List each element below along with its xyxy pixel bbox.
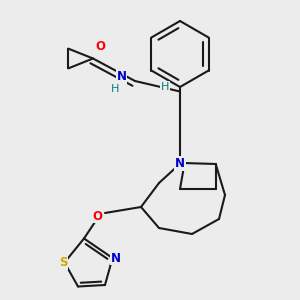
Text: N: N (110, 251, 121, 265)
Text: O: O (95, 40, 106, 53)
Text: N: N (175, 157, 185, 170)
Text: H: H (161, 82, 169, 92)
Text: N: N (116, 70, 127, 83)
Text: S: S (59, 256, 67, 269)
Text: H: H (111, 83, 120, 94)
Text: O: O (92, 209, 103, 223)
